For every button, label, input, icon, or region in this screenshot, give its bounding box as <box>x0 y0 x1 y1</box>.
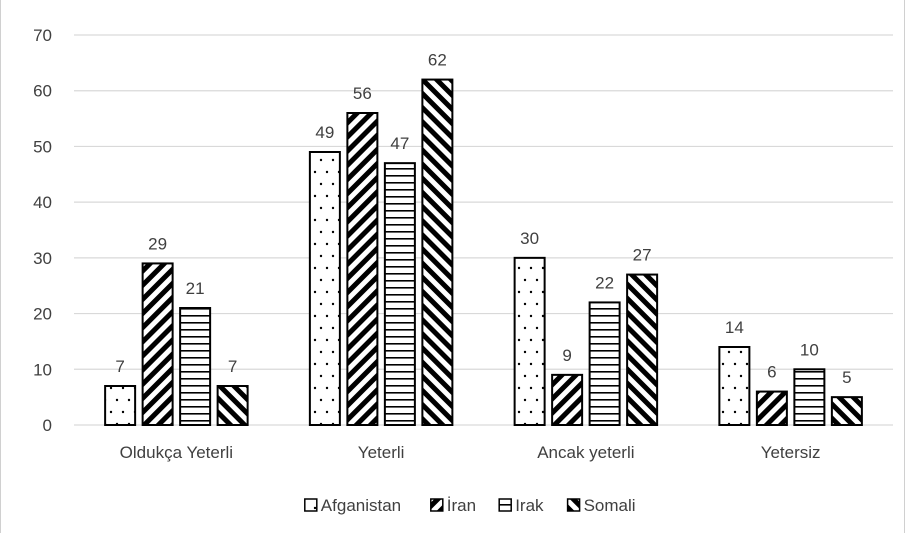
legend: Afganistan İran Irak Somali <box>304 496 636 515</box>
bar-iran-0 <box>141 262 174 426</box>
bar-irak-1 <box>383 162 416 426</box>
data-label: 14 <box>725 318 744 337</box>
data-label: 49 <box>315 123 334 142</box>
x-axis-category-labels: Oldukça Yeterli Yeterli Ancak yeterli Yeter… <box>120 443 821 462</box>
data-label: 56 <box>353 84 372 103</box>
legend-swatch <box>304 498 318 512</box>
x-category-label: Oldukça Yeterli <box>120 443 233 462</box>
bar-afganistan-3 <box>718 346 751 426</box>
data-label: 21 <box>186 279 205 298</box>
data-label: 62 <box>428 51 447 70</box>
legend-label: Irak <box>515 496 544 515</box>
legend-swatch <box>566 498 581 512</box>
bar-irak-2 <box>588 301 621 426</box>
bar-iran-3 <box>755 390 788 427</box>
data-label: 22 <box>595 273 614 292</box>
data-label: 47 <box>390 134 409 153</box>
y-tick-label: 0 <box>43 416 52 435</box>
legend-label: İran <box>447 496 476 515</box>
bar-afganistan-2 <box>513 256 546 426</box>
y-tick-label: 20 <box>33 305 52 324</box>
data-labels: 7 29 21 7 49 56 47 62 30 9 22 27 14 6 10 5 <box>115 51 851 388</box>
bar-somali-3 <box>830 396 863 426</box>
data-label: 29 <box>148 234 167 253</box>
y-tick-label: 60 <box>33 82 52 101</box>
legend-swatch <box>430 498 444 512</box>
y-tick-label: 10 <box>33 360 52 379</box>
x-category-label: Ancak yeterli <box>537 443 634 462</box>
data-label: 30 <box>520 229 539 248</box>
legend-label: Somali <box>584 496 636 515</box>
x-category-label: Yetersiz <box>761 443 821 462</box>
bar-iran-2 <box>551 373 584 427</box>
y-tick-label: 40 <box>33 193 52 212</box>
data-label: 6 <box>767 363 776 382</box>
legend-swatch <box>498 498 512 512</box>
data-label: 7 <box>228 357 237 376</box>
y-tick-label: 70 <box>33 26 52 45</box>
data-label: 27 <box>633 246 652 265</box>
bar-iran-1 <box>346 112 379 426</box>
bars <box>104 78 863 427</box>
y-tick-label: 50 <box>33 137 52 156</box>
bar-somali-2 <box>626 273 659 427</box>
bar-afganistan-0 <box>104 385 137 426</box>
bar-irak-0 <box>179 307 212 426</box>
x-category-label: Yeterli <box>358 443 405 462</box>
y-tick-label: 30 <box>33 249 52 268</box>
legend-label: Afganistan <box>321 496 401 515</box>
data-label: 5 <box>842 368 851 387</box>
data-label: 10 <box>800 340 819 359</box>
y-axis-tick-labels: 0 10 20 30 40 50 60 70 <box>33 26 52 435</box>
data-label: 7 <box>115 357 124 376</box>
bar-irak-3 <box>793 368 826 426</box>
data-label: 9 <box>562 346 571 365</box>
bar-afganistan-1 <box>308 151 341 426</box>
bar-somali-1 <box>421 78 454 426</box>
bar-somali-0 <box>216 385 249 426</box>
